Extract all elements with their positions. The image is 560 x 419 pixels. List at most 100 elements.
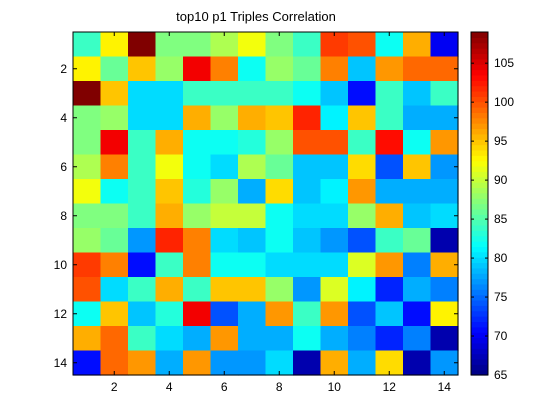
heatmap-cell xyxy=(128,277,157,303)
heatmap-cell xyxy=(293,277,322,303)
heatmap-cell xyxy=(73,301,102,327)
heatmap-cell xyxy=(375,301,404,327)
heatmap-cell xyxy=(73,179,102,205)
heatmap-cell xyxy=(100,179,129,205)
heatmap-cell xyxy=(430,252,459,278)
colorbar-band xyxy=(471,364,488,371)
heatmap-cell xyxy=(320,130,349,156)
colorbar-tick-label: 95 xyxy=(494,134,508,148)
heatmap-cell xyxy=(320,179,349,205)
colorbar-band xyxy=(471,37,488,44)
colorbar-ticks: 65 70 75 80 85 90 95 100 105 xyxy=(471,56,514,382)
heatmap-cell xyxy=(210,130,239,156)
heatmap-cell xyxy=(183,277,212,303)
y-tick-label: 2 xyxy=(60,62,67,76)
heatmap-cell xyxy=(293,350,322,376)
heatmap-cell xyxy=(430,203,459,229)
colorbar-band xyxy=(471,262,488,269)
heatmap-cell xyxy=(265,154,294,180)
colorbar-band xyxy=(471,112,488,119)
heatmap-cell xyxy=(155,301,184,327)
heatmap-cell xyxy=(210,81,239,107)
heatmap-cell xyxy=(183,130,212,156)
colorbar-band xyxy=(471,332,488,339)
heatmap-cell xyxy=(210,105,239,131)
heatmap-cell xyxy=(348,56,377,82)
heatmap-cell xyxy=(430,130,459,156)
heatmap-cell xyxy=(348,130,377,156)
colorbar-band xyxy=(471,353,488,360)
heatmap-cell xyxy=(128,154,157,180)
colorbar-band xyxy=(471,58,488,65)
heatmap-cell xyxy=(375,154,404,180)
heatmap-cell xyxy=(210,228,239,254)
heatmap-cell xyxy=(238,203,267,229)
heatmap-cell xyxy=(183,81,212,107)
colorbar-band xyxy=(471,337,488,344)
heatmap-cell xyxy=(375,56,404,82)
heatmap-cell xyxy=(265,32,294,58)
heatmap-cell xyxy=(155,277,184,303)
x-tick-label: 6 xyxy=(221,380,228,394)
colorbar-band xyxy=(471,165,488,172)
colorbar-band xyxy=(471,219,488,226)
heatmap-cell xyxy=(348,203,377,229)
heatmap-cell xyxy=(73,326,102,352)
y-axis-ticks: 2 4 6 8 10 12 14 xyxy=(54,62,458,370)
heatmap-cell xyxy=(265,56,294,82)
heatmap-cell xyxy=(155,203,184,229)
heatmap-cell xyxy=(73,252,102,278)
heatmap-cell xyxy=(128,81,157,107)
heatmap-cell xyxy=(128,32,157,58)
heatmap-cell xyxy=(73,277,102,303)
colorbar-band xyxy=(471,294,488,301)
colorbar-tick-label: 70 xyxy=(494,329,508,343)
colorbar-band xyxy=(471,348,488,355)
heatmap-cell xyxy=(430,81,459,107)
heatmap-cell xyxy=(265,81,294,107)
heatmap-cell xyxy=(155,179,184,205)
heatmap-cell xyxy=(100,203,129,229)
heatmap-cell xyxy=(183,154,212,180)
colorbar-band xyxy=(471,224,488,231)
colorbar-band xyxy=(471,176,488,183)
heatmap-cell xyxy=(128,301,157,327)
colorbar-tick-label: 90 xyxy=(494,173,508,187)
heatmap-cell xyxy=(293,154,322,180)
heatmap-cell xyxy=(238,154,267,180)
x-tick-label: 2 xyxy=(111,380,118,394)
colorbar-band xyxy=(471,80,488,87)
heatmap-cell xyxy=(430,326,459,352)
heatmap-cell xyxy=(100,32,129,58)
colorbar-band xyxy=(471,139,488,146)
colorbar-band xyxy=(471,278,488,285)
colorbar-band xyxy=(471,160,488,167)
heatmap-cell xyxy=(403,252,432,278)
colorbar-band xyxy=(471,85,488,92)
heatmap-cell xyxy=(375,228,404,254)
colorbar-band xyxy=(471,48,488,55)
heatmap-cell xyxy=(348,105,377,131)
heatmap-cell xyxy=(348,228,377,254)
x-tick-label: 4 xyxy=(166,380,173,394)
heatmap-cell xyxy=(73,130,102,156)
heatmap-cell xyxy=(293,81,322,107)
heatmap-cell xyxy=(375,252,404,278)
colorbar-band xyxy=(471,214,488,221)
colorbar-band xyxy=(471,267,488,274)
heatmap-cell xyxy=(430,105,459,131)
heatmap-cell xyxy=(348,32,377,58)
colorbar-band xyxy=(471,310,488,317)
y-tick-label: 14 xyxy=(54,356,68,370)
heatmap-cell xyxy=(320,326,349,352)
heatmap-cell xyxy=(238,130,267,156)
colorbar-band xyxy=(471,101,488,108)
x-tick-label: 12 xyxy=(383,380,397,394)
heatmap-cell xyxy=(403,203,432,229)
heatmap-cell xyxy=(100,277,129,303)
colorbar-band xyxy=(471,69,488,76)
heatmap-cell xyxy=(320,277,349,303)
heatmap-cell xyxy=(375,81,404,107)
heatmap-cell xyxy=(100,154,129,180)
